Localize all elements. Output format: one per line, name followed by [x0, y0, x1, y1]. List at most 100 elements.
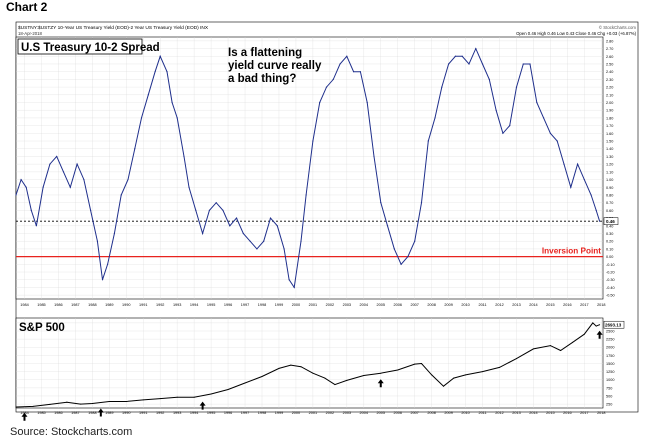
spread-data-point [454, 55, 457, 57]
spread-data-point [263, 240, 265, 242]
spread-data-point [346, 55, 348, 57]
spread-data-point [570, 186, 572, 188]
sp500-x-ticks: 1984198519861987198819891990199119921993… [20, 411, 605, 415]
spread-x-tick-label: 1995 [207, 303, 215, 307]
sp500-data-point [142, 399, 144, 401]
chart-annotation: Is a flattening yield curve really a bad t… [228, 47, 322, 85]
spread-x-tick-label: 2007 [410, 303, 418, 307]
sp500-x-tick-label: 2010 [461, 411, 469, 415]
current-value-label: 0.46 [606, 219, 615, 224]
spread-data-point [529, 63, 531, 65]
spread-x-tick-label: 1992 [156, 303, 164, 307]
spread-data-point [468, 63, 470, 65]
spread-data-point [475, 47, 477, 50]
spread-grid [16, 37, 603, 299]
sp500-data-point [49, 403, 51, 405]
spread-data-point [42, 186, 44, 188]
source-note: Source: Stockcharts.com [10, 426, 133, 438]
spread-title: U.S Treasury 10-2 Spread [21, 42, 160, 54]
sp500-data-point [300, 366, 302, 368]
sp500-data-point [599, 324, 601, 326]
spread-y-tick-label: 2.20 [606, 86, 613, 90]
spread-data-point [583, 178, 585, 181]
spread-data-point [312, 140, 314, 142]
spread-y-tick-label: 2.00 [606, 101, 613, 105]
spread-x-tick-label: 2011 [478, 303, 486, 307]
spread-data-point [481, 63, 484, 65]
spread-y-tick-label: 1.50 [606, 140, 613, 144]
sp500-x-tick-label: 1986 [54, 411, 62, 415]
spread-title-box [17, 38, 143, 55]
up-arrow-marker [21, 412, 28, 421]
spread-x-tick-label: 2010 [461, 303, 469, 307]
spread-data-point [49, 163, 51, 165]
spread-data-point [69, 186, 71, 188]
sp500-x-tick-label: 2014 [529, 411, 537, 415]
sp500-current-box [603, 320, 625, 329]
sp500-x-tick-label: 1996 [224, 411, 232, 415]
sp500-x-tick-label: 1991 [139, 411, 147, 415]
spread-data-point [515, 86, 518, 88]
spread-x-tick-label: 2003 [343, 303, 351, 307]
spread-data-point [590, 194, 592, 196]
sp500-y-tick-label: 750 [606, 386, 612, 390]
spread-y-tick-label: 2.60 [606, 55, 613, 59]
sp500-x-tick-label: 1989 [105, 411, 113, 415]
sp500-x-tick-label: 1995 [207, 411, 215, 415]
spread-data-point [434, 117, 436, 119]
spread-data-point [293, 286, 295, 289]
sp500-x-tick-label: 1998 [258, 411, 266, 415]
sp500-data-point [66, 401, 68, 403]
spread-x-tick-label: 2009 [444, 303, 452, 307]
spread-y-tick-label: 0.30 [606, 232, 613, 236]
spread-y-tick-label: -0.30 [606, 278, 615, 282]
sp500-data-point [334, 384, 336, 386]
sp500-data-point [324, 377, 326, 379]
sp500-x-tick-label: 2003 [343, 411, 351, 415]
spread-data-point [120, 194, 122, 196]
spread-data-point [300, 240, 302, 242]
current-value-box [603, 217, 619, 225]
sp500-x-tick-label: 2017 [580, 411, 588, 415]
sp500-data-point [79, 403, 81, 405]
spread-data-point [380, 202, 382, 204]
spread-data-point [96, 240, 99, 242]
sp500-data-point [91, 402, 93, 404]
sp500-data-point [465, 374, 467, 376]
sp500-data-point [583, 333, 585, 335]
sp500-data-point [453, 377, 455, 379]
symbol-line: $USTNY:$USTZY 10-Year US Treasury Yield … [18, 25, 209, 31]
sp500-data-point [380, 372, 382, 374]
sp500-data-point [210, 393, 212, 395]
sp500-grid [16, 318, 603, 408]
spread-data-point [101, 279, 104, 281]
sp500-x-tick-label: 2008 [427, 411, 435, 415]
spread-x-tick-label: 2004 [360, 303, 368, 307]
sp500-x-tick-label: 1994 [190, 411, 198, 415]
annotation-line: yield curve really [228, 60, 322, 72]
spread-data-point [202, 232, 204, 235]
sp500-x-tick-label: 2016 [563, 411, 571, 415]
spread-x-tick-label: 2001 [309, 303, 317, 307]
spread-y-tick-label: -0.10 [606, 263, 615, 267]
spread-y-tick-label: 1.60 [606, 132, 613, 136]
spread-x-tick-label: 1986 [54, 303, 62, 307]
spread-data-point [127, 178, 129, 181]
sp500-x-tick-label: 1988 [88, 411, 96, 415]
spread-data-point [393, 248, 395, 250]
spread-data-point [441, 86, 443, 88]
sp500-data-point [176, 396, 178, 398]
sp500-data-point [560, 349, 562, 351]
sp500-data-point [15, 406, 17, 408]
spread-data-point [269, 217, 272, 219]
sp500-x-tick-label: 2004 [360, 411, 368, 415]
spread-data-point [502, 132, 504, 134]
spread-data-point [563, 163, 565, 165]
sp500-x-tick-label: 1999 [275, 411, 283, 415]
spread-y-tick-label: 1.20 [606, 163, 613, 167]
sp500-x-tick-label: 1997 [241, 411, 249, 415]
sp500-panel [15, 317, 604, 409]
spread-data-point [595, 209, 597, 211]
spread-data-point [25, 186, 27, 188]
